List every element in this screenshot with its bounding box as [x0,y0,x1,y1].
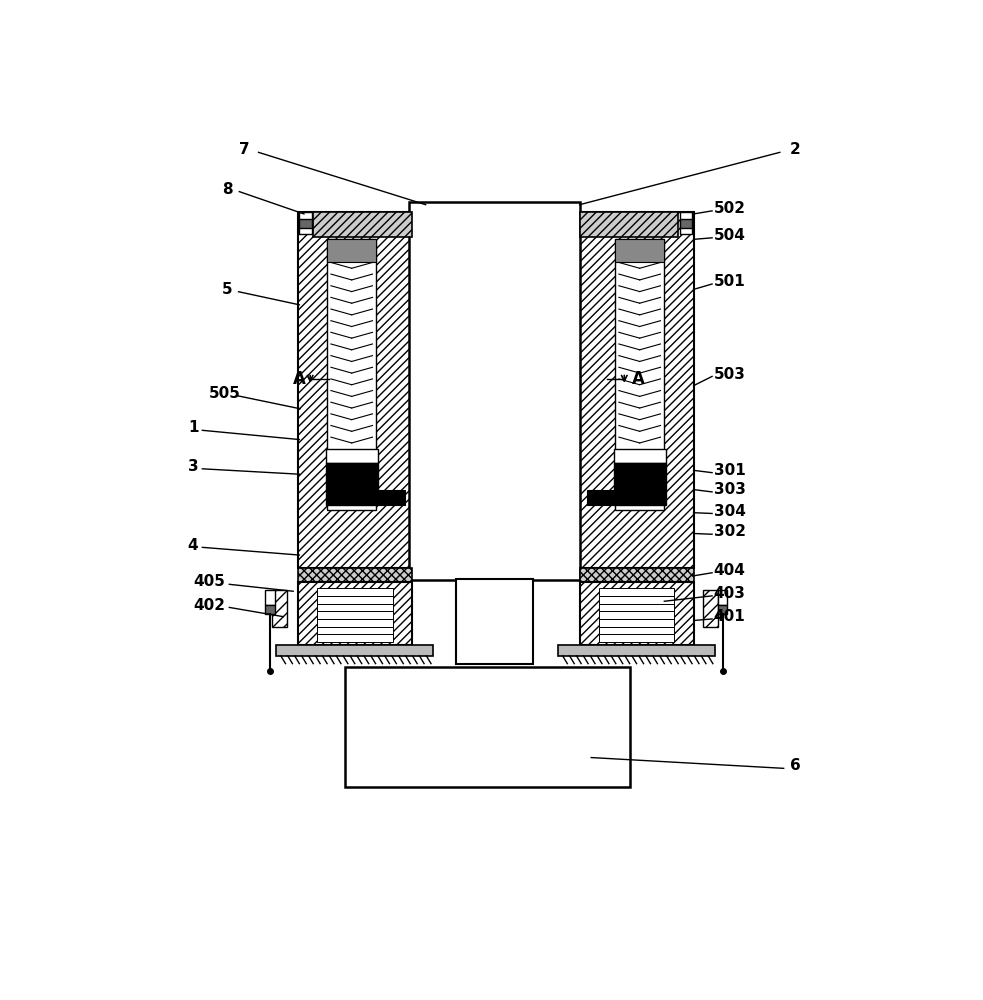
Text: 501: 501 [714,274,745,289]
Text: 401: 401 [714,609,745,624]
Bar [409,202,580,580]
Text: A: A [293,370,307,388]
Bar [300,219,312,228]
Text: 502: 502 [714,201,746,216]
Bar [580,568,694,582]
Bar [318,588,392,596]
Bar [318,596,392,604]
Bar [318,604,392,611]
Bar [318,611,392,619]
Text: 504: 504 [714,228,745,243]
Bar [587,490,613,505]
Bar [613,463,665,505]
Bar [599,634,674,642]
Text: 8: 8 [221,182,232,197]
Text: 302: 302 [714,524,746,539]
Bar [719,605,727,614]
Text: 5: 5 [221,282,232,297]
Text: 7: 7 [240,142,250,157]
Text: 503: 503 [714,367,745,382]
Bar [615,239,665,510]
Bar [327,239,376,262]
Bar [580,582,694,645]
Bar [599,611,674,619]
Bar [679,219,692,228]
Bar [345,667,630,787]
Text: 403: 403 [714,586,745,601]
Bar [276,645,434,656]
Text: 405: 405 [193,574,225,589]
Bar [325,449,377,463]
Bar [599,619,674,627]
Text: 2: 2 [790,142,800,157]
Bar [265,590,274,605]
Bar [318,619,392,627]
Bar [298,582,412,645]
Bar [298,212,412,568]
Bar [703,590,719,627]
Bar [265,605,274,614]
Bar [599,627,674,634]
Text: 505: 505 [208,386,241,401]
Text: 404: 404 [714,563,745,578]
Bar [377,490,405,505]
Bar [327,239,376,510]
Bar [580,212,678,237]
Bar [318,634,392,642]
Text: A: A [632,370,645,388]
Bar [271,590,287,627]
Text: 1: 1 [188,420,199,436]
Bar [314,212,412,237]
Bar [599,604,674,611]
Text: 4: 4 [188,538,199,553]
Text: 301: 301 [714,463,745,478]
Bar [719,590,727,605]
Bar [298,568,412,582]
Bar [325,463,377,505]
Bar [558,645,716,656]
Bar [318,627,392,634]
Bar [615,239,665,262]
Bar [300,212,312,234]
Bar [679,212,692,234]
Bar [580,212,694,568]
Text: 304: 304 [714,504,745,519]
Bar [599,596,674,604]
Bar [599,588,674,596]
Text: 303: 303 [714,482,745,497]
Text: 402: 402 [193,598,225,613]
Text: 3: 3 [188,459,199,474]
Bar [456,579,534,664]
Bar [613,449,665,463]
Text: 6: 6 [790,758,800,773]
